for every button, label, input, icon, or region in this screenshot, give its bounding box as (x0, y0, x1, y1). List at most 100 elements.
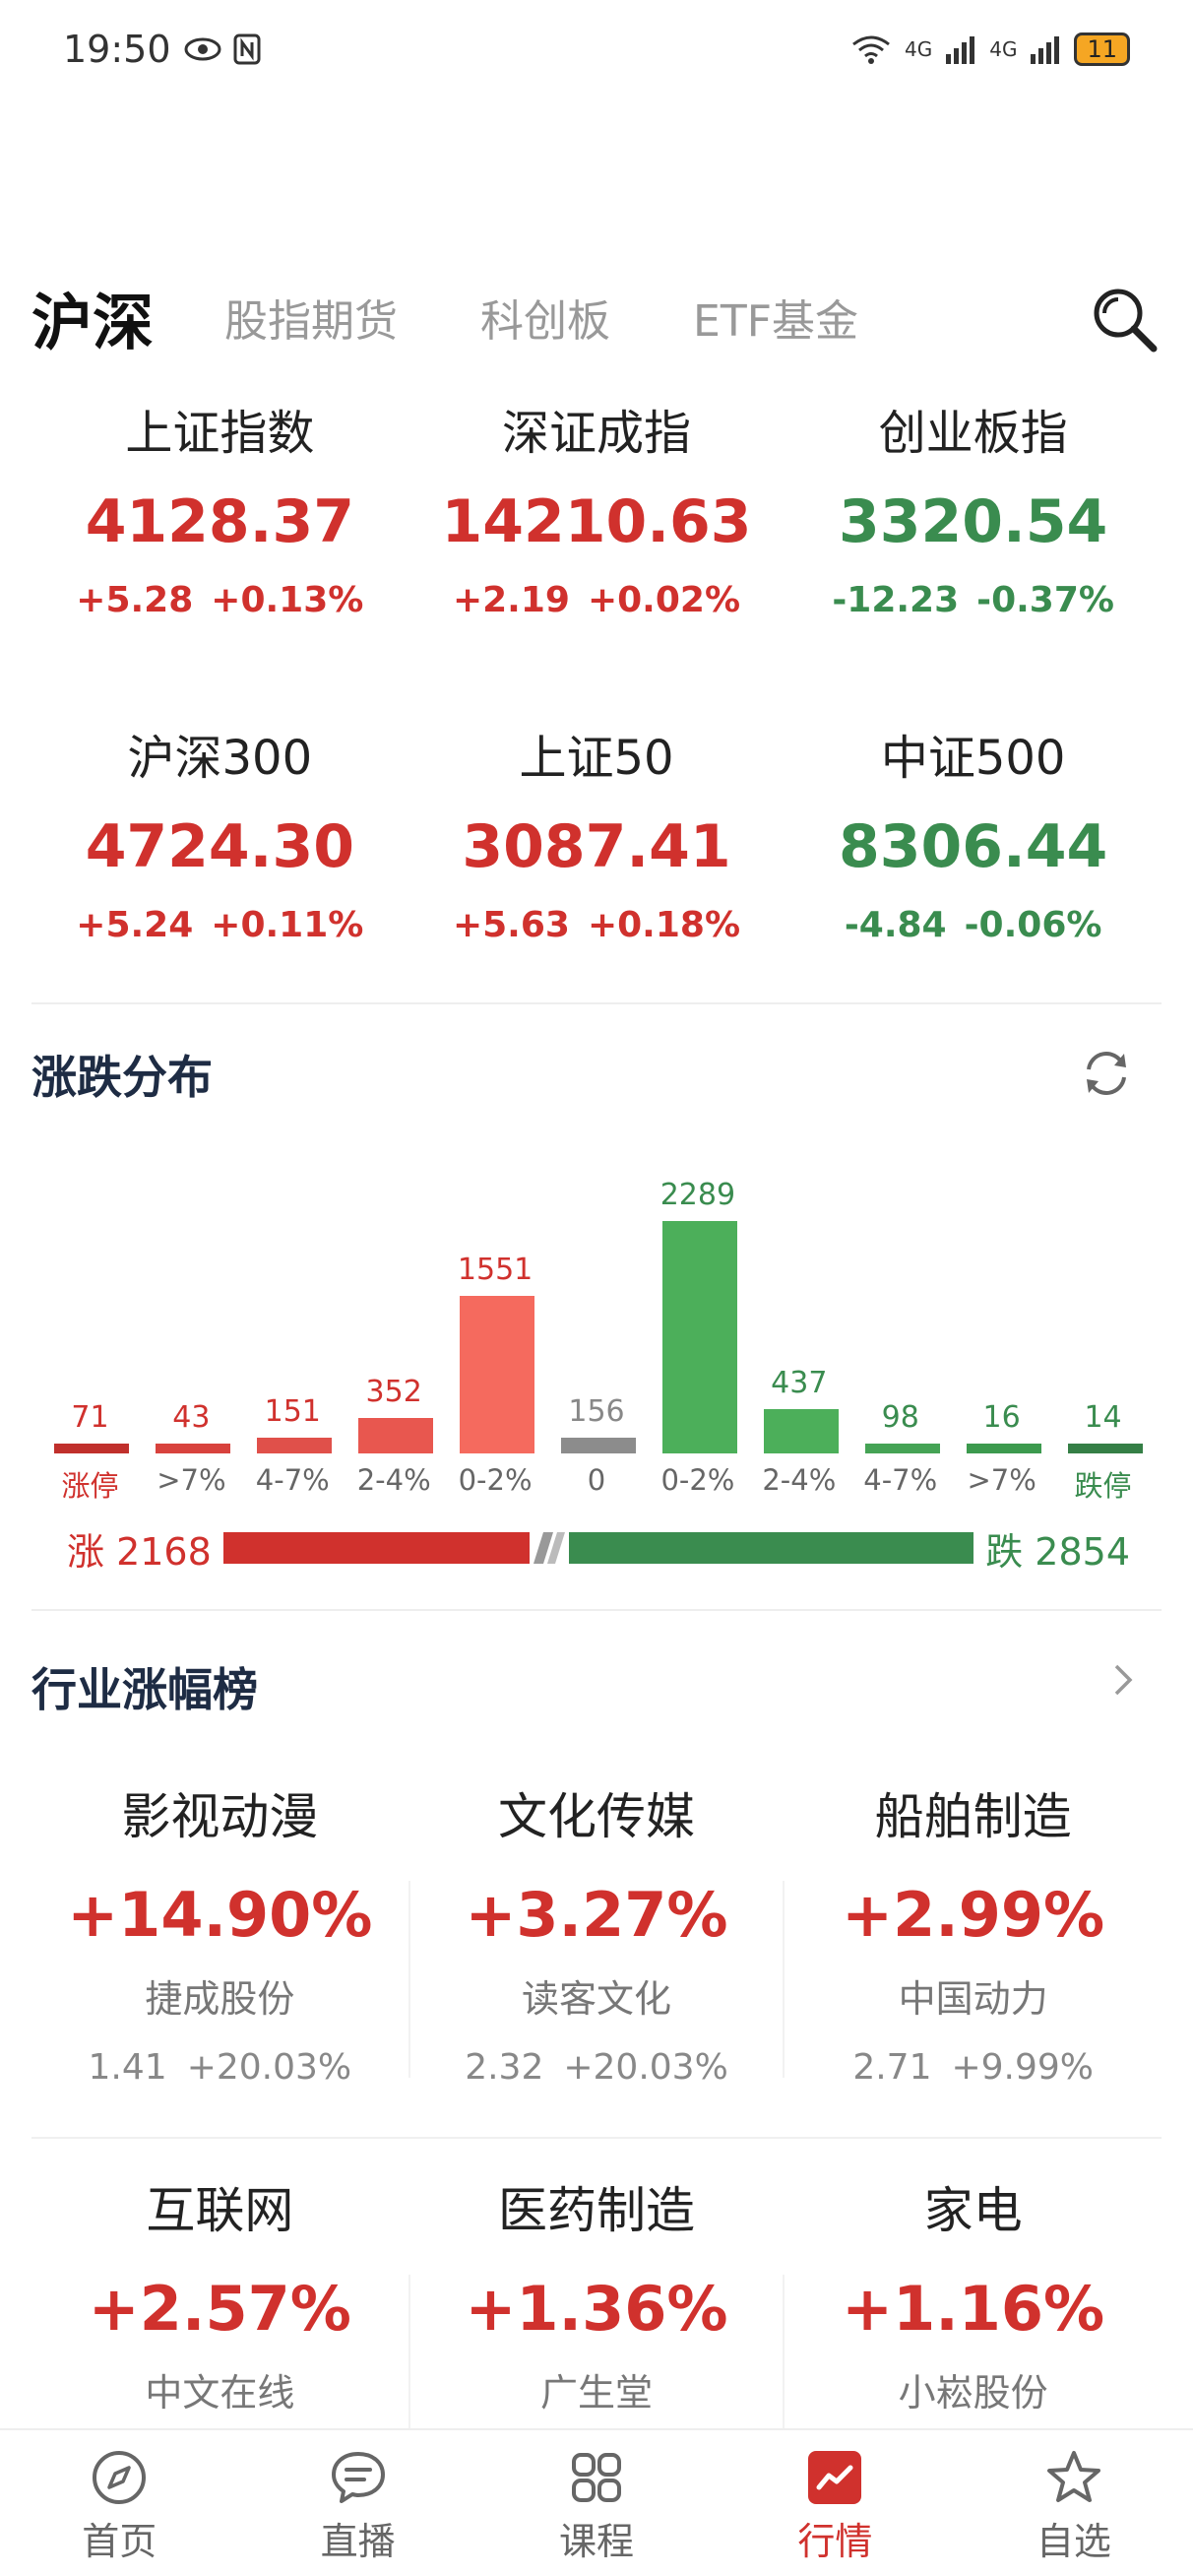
distribution-value: 437 (771, 1365, 828, 1400)
ratio-up-segment (222, 1532, 531, 1564)
tab-index-futures[interactable]: 股指期货 (224, 296, 399, 347)
index-name: 创业板指 (878, 406, 1068, 461)
index-card-sse[interactable]: 上证指数 4128.37 +5.28 +0.13% (31, 384, 408, 709)
up-count-label: 涨 2168 (67, 1529, 212, 1574)
distribution-bar (257, 1438, 333, 1453)
search-icon[interactable] (1089, 284, 1160, 354)
nav-label: 直播 (320, 2520, 396, 2563)
distribution-column: 14 跌停 (1054, 1132, 1153, 1507)
distribution-bar (54, 1444, 130, 1453)
industry-title[interactable]: 行业涨幅榜 (31, 1663, 258, 1716)
distribution-label: 2-4% (356, 1463, 431, 1497)
trend-chart-icon (808, 2451, 862, 2504)
industry-pct: +1.36% (465, 2273, 728, 2345)
distribution-label: 4-7% (255, 1463, 330, 1497)
distribution-chart: 71 涨停 43 >7% 151 4-7% 352 2-4% 1551 0-2% 156 0 2289 0… (39, 1132, 1154, 1507)
down-count-label: 跌 2854 (985, 1529, 1130, 1574)
nav-live[interactable]: 直播 (238, 2430, 476, 2576)
distribution-bar (763, 1408, 839, 1453)
battery-indicator: 11 (1074, 32, 1130, 66)
index-change: -12.23 -0.37% (785, 571, 1162, 630)
distribution-label: 0-2% (660, 1463, 735, 1497)
index-value: 4724.30 (85, 812, 354, 881)
nav-market[interactable]: 行情 (716, 2430, 954, 2576)
distribution-value: 1551 (457, 1253, 534, 1288)
index-card-chinext[interactable]: 创业板指 3320.54 -12.23 -0.37% (785, 384, 1162, 709)
distribution-column: 98 4-7% (851, 1132, 950, 1507)
distribution-label: 涨停 (61, 1469, 119, 1503)
distribution-label: 4-7% (863, 1463, 938, 1497)
industry-name: 互联网 (146, 2182, 294, 2239)
industry-name: 医药制造 (497, 2182, 695, 2239)
change-amount: +5.63 (452, 905, 570, 945)
index-name: 上证50 (519, 731, 674, 786)
nav-label: 自选 (1036, 2520, 1111, 2563)
nfc-icon (233, 33, 261, 65)
distribution-bar (661, 1221, 737, 1453)
index-card-sse50[interactable]: 上证50 3087.41 +5.63 +0.18% (408, 709, 785, 1034)
change-amount: +5.24 (76, 905, 194, 945)
distribution-bar (358, 1417, 434, 1453)
nav-home[interactable]: 首页 (0, 2430, 238, 2576)
industry-name: 文化传媒 (497, 1788, 695, 1845)
industry-name: 家电 (923, 2182, 1023, 2239)
distribution-label: 2-4% (762, 1463, 837, 1497)
industry-card[interactable]: 影视动漫 +14.90% 捷成股份 1.41 +20.03% (31, 1763, 408, 2157)
star-icon (1046, 2451, 1100, 2502)
signal-icon (1031, 36, 1060, 64)
chevron-right-icon[interactable] (1108, 1660, 1138, 1700)
distribution-label: 0-2% (458, 1463, 533, 1497)
leading-stock: 中文在线 (145, 2371, 295, 2415)
index-change: -4.84 -0.06% (785, 896, 1162, 955)
distribution-value: 352 (365, 1374, 422, 1409)
nav-courses[interactable]: 课程 (477, 2430, 716, 2576)
ratio-down-segment (569, 1532, 973, 1564)
industry-pct: +3.27% (465, 1879, 728, 1951)
section-divider (31, 1002, 1162, 1004)
distribution-column: 352 2-4% (345, 1132, 443, 1507)
industry-card[interactable]: 互联网 +2.57% 中文在线 (31, 2157, 408, 2550)
change-amount: +5.28 (76, 580, 194, 620)
leading-stock: 广生堂 (539, 2371, 653, 2415)
index-card-csi300[interactable]: 沪深300 4724.30 +5.24 +0.11% (31, 709, 408, 1034)
distribution-column: 1551 0-2% (446, 1132, 544, 1507)
change-percent: -0.37% (976, 580, 1114, 620)
index-card-csi500[interactable]: 中证500 8306.44 -4.84 -0.06% (785, 709, 1162, 1034)
index-name: 上证指数 (125, 406, 315, 461)
distribution-bar (561, 1437, 636, 1453)
industry-card[interactable]: 文化传媒 +3.27% 读客文化 2.32 +20.03% (408, 1763, 785, 2157)
wifi-icon (852, 35, 890, 64)
leading-stock: 中国动力 (898, 1977, 1048, 2021)
change-percent: -0.06% (964, 905, 1102, 945)
bottom-nav: 首页 直播 课程 行情 自选 (0, 2428, 1193, 2576)
refresh-icon[interactable] (1079, 1046, 1134, 1101)
industry-card[interactable]: 医药制造 +1.36% 广生堂 (408, 2157, 785, 2550)
row-divider (31, 2137, 1162, 2139)
change-amount: -4.84 (844, 905, 947, 945)
nav-label: 行情 (797, 2520, 873, 2563)
distribution-column: 43 >7% (142, 1132, 240, 1507)
stock-pct: +20.03% (563, 2047, 728, 2088)
index-card-szse[interactable]: 深证成指 14210.63 +2.19 +0.02% (408, 384, 785, 709)
ratio-separator (534, 1532, 566, 1564)
distribution-label: 跌停 (1074, 1469, 1132, 1503)
tab-hushen[interactable]: 沪深 (31, 287, 155, 358)
distribution-value: 43 (172, 1400, 211, 1435)
distribution-value: 2289 (659, 1178, 736, 1212)
distribution-bar (864, 1443, 940, 1453)
tab-etf[interactable]: ETF基金 (693, 296, 859, 347)
nav-label: 课程 (559, 2520, 635, 2563)
nav-watchlist[interactable]: 自选 (955, 2430, 1193, 2576)
tab-star-market[interactable]: 科创板 (480, 296, 611, 347)
change-amount: -12.23 (832, 580, 960, 620)
industry-card[interactable]: 家电 +1.16% 小崧股份 (785, 2157, 1162, 2550)
distribution-value: 156 (568, 1393, 625, 1429)
industry-grid: 影视动漫 +14.90% 捷成股份 1.41 +20.03% 文化传媒 +3.27… (31, 1763, 1162, 2550)
distribution-column: 156 0 (547, 1132, 646, 1507)
industry-pct: +2.99% (842, 1879, 1105, 1951)
industry-card[interactable]: 船舶制造 +2.99% 中国动力 2.71 +9.99% (785, 1763, 1162, 2157)
grid-icon (572, 2453, 622, 2502)
leading-stock: 捷成股份 (145, 1977, 295, 2021)
index-value: 8306.44 (839, 812, 1108, 881)
index-name: 深证成指 (501, 406, 691, 461)
